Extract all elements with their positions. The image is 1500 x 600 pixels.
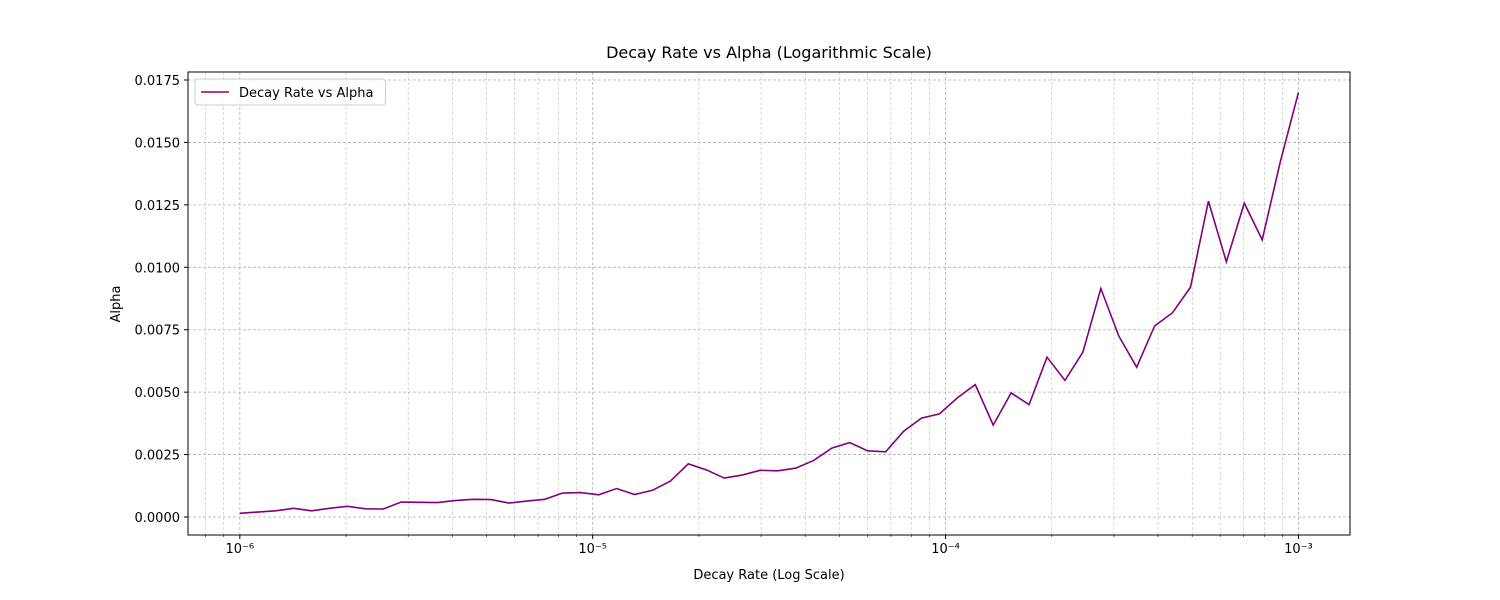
x-tick-label: 10⁻⁶ — [226, 542, 255, 557]
x-tick-label: 10⁻⁵ — [578, 542, 607, 557]
data-line — [239, 92, 1300, 515]
x-tick-label: 10⁻³ — [1284, 542, 1313, 557]
x-axis-label: Decay Rate (Log Scale) — [693, 568, 844, 583]
y-tick-label: 0.0075 — [135, 324, 181, 339]
y-tick-label: 0.0175 — [135, 74, 181, 89]
y-axis-label: Alpha — [109, 286, 124, 323]
y-tick-label: 0.0050 — [135, 386, 181, 401]
plot-frame — [187, 71, 1351, 536]
y-tick-label: 0.0025 — [135, 449, 181, 464]
y-tick-label: 0.0100 — [135, 261, 181, 276]
legend-label: Decay Rate vs Alpha — [239, 86, 373, 101]
y-tick-label: 0.0000 — [135, 511, 181, 526]
y-tick-label: 0.0150 — [135, 136, 181, 151]
y-tick-label: 0.0125 — [135, 199, 181, 214]
chart-title: Decay Rate vs Alpha (Logarithmic Scale) — [606, 43, 932, 62]
x-tick-label: 10⁻⁴ — [931, 542, 960, 557]
legend-box — [194, 78, 386, 106]
